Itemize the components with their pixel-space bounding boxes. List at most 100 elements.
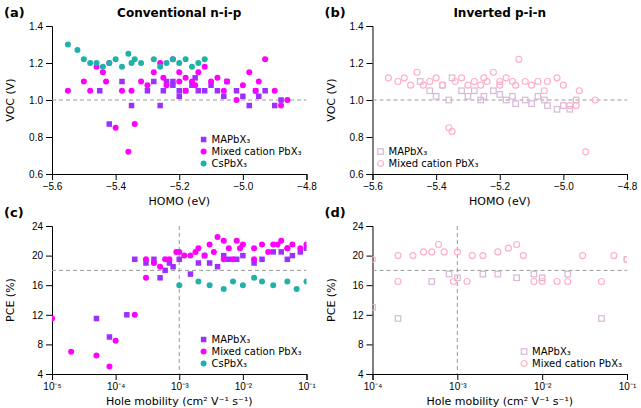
point	[513, 82, 519, 88]
point	[478, 82, 484, 88]
point	[253, 88, 259, 94]
point	[449, 128, 455, 134]
point	[554, 75, 560, 81]
y-tick-label: 4	[358, 369, 364, 380]
x-axis: 10⁻⁵10⁻⁴10⁻³10⁻²10⁻¹	[43, 374, 316, 392]
point	[484, 79, 490, 85]
chart-container: −5.6−5.4−5.2−5.0−4.80.60.81.01.21.4Conve…	[0, 0, 641, 408]
plot-area	[52, 42, 307, 155]
y-tick-label: 1.0	[350, 95, 364, 106]
point	[224, 79, 230, 85]
point	[284, 245, 290, 251]
x-tick: −5.0	[234, 174, 254, 192]
point	[52, 316, 55, 322]
point	[81, 79, 87, 85]
point	[224, 79, 230, 85]
point	[580, 253, 586, 259]
legend-swatch	[201, 149, 207, 155]
point	[274, 242, 280, 248]
point	[439, 82, 445, 88]
x-tick-mark	[307, 374, 308, 380]
y-tick-mark	[46, 226, 52, 227]
reference-line-h	[373, 100, 628, 101]
point	[497, 82, 503, 88]
point	[176, 79, 182, 85]
point	[395, 253, 401, 259]
point	[132, 312, 138, 318]
x-tick: −5.2	[490, 174, 510, 192]
point	[183, 88, 189, 94]
legend-item: CsPbX₃	[201, 158, 247, 169]
point	[259, 242, 265, 248]
point	[289, 242, 295, 248]
y-tick-label: 8	[358, 339, 364, 350]
point	[162, 256, 168, 262]
point	[215, 234, 221, 240]
point	[385, 75, 391, 81]
point	[401, 75, 407, 81]
point	[459, 88, 465, 94]
point	[226, 245, 232, 251]
series	[373, 257, 628, 322]
x-axis: −5.6−5.4−5.2−5.0−4.8	[43, 174, 318, 192]
point	[561, 103, 567, 109]
y-tick-mark	[46, 63, 52, 64]
point	[189, 64, 195, 70]
y-tick: 0.8	[350, 132, 373, 143]
point	[459, 75, 465, 81]
x-tick-label: −5.2	[490, 181, 510, 192]
y-axis: 0.60.81.01.21.4	[350, 21, 373, 180]
y-tick-mark	[46, 174, 52, 175]
point	[240, 282, 246, 288]
point	[230, 279, 236, 285]
point	[151, 69, 157, 75]
point	[157, 64, 163, 70]
point	[176, 60, 182, 66]
point	[234, 238, 240, 244]
point	[427, 88, 433, 94]
y-tick-label: 0.6	[29, 169, 43, 180]
y-tick: 4	[37, 369, 52, 380]
x-tick-label: 10⁻²	[534, 381, 552, 392]
legend-label: Mixed cation PbX₃	[212, 146, 302, 157]
y-tick-label: 4	[37, 369, 43, 380]
point	[522, 79, 528, 85]
point	[192, 82, 198, 88]
y-tick-mark	[46, 285, 52, 286]
point	[514, 242, 520, 248]
y-tick-label: 0.6	[350, 169, 364, 180]
y-tick-label: 0.8	[350, 132, 364, 143]
y-axis: 4812162024	[352, 221, 373, 380]
point	[132, 121, 138, 127]
y-tick: 12	[352, 310, 372, 321]
legend: MAPbX₃Mixed cation PbX₃	[378, 146, 479, 169]
series	[65, 56, 291, 155]
legend-swatch	[378, 161, 384, 167]
point	[259, 279, 265, 285]
x-tick-label: −5.6	[43, 181, 63, 192]
point	[145, 88, 151, 94]
point	[278, 103, 284, 109]
reference-line-v	[457, 226, 458, 374]
point	[207, 260, 213, 266]
x-tick-mark	[116, 374, 117, 380]
y-tick: 24	[352, 221, 372, 232]
legend: MAPbX₃Mixed cation PbX₃	[521, 346, 622, 369]
point	[119, 88, 125, 94]
point	[440, 82, 446, 88]
point	[491, 88, 497, 94]
x-axis-line	[373, 175, 628, 181]
y-tick-mark	[46, 26, 52, 27]
point	[202, 64, 208, 70]
x-tick: 10⁻¹	[619, 374, 637, 392]
point	[87, 60, 93, 66]
point	[480, 271, 486, 277]
legend-label: CsPbX₃	[212, 358, 247, 369]
panel: −5.6−5.4−5.2−5.0−4.80.60.81.01.21.4Conve…	[4, 5, 317, 208]
point	[598, 279, 604, 285]
point	[611, 253, 617, 259]
point	[113, 56, 119, 62]
series	[176, 275, 306, 292]
y-tick-mark	[367, 226, 373, 227]
x-tick-mark	[243, 374, 244, 380]
